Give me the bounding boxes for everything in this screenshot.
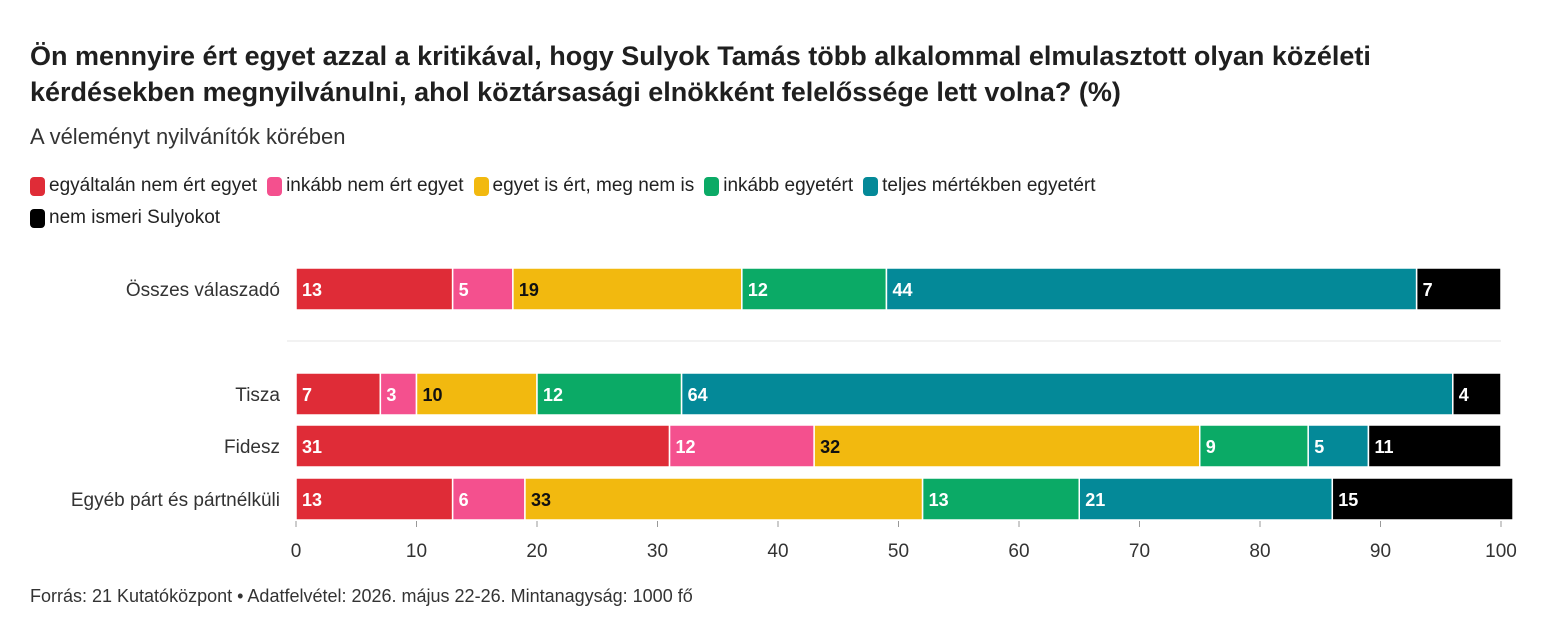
source-footer: Forrás: 21 Kutatóközpont • Adatfelvétel:… (30, 586, 693, 606)
data-label: 13 (302, 490, 322, 510)
legend-swatch (704, 176, 720, 196)
legend-label: egyet is ért, meg nem is (492, 175, 695, 196)
tick-label: 60 (1008, 541, 1029, 562)
row-label: Összes válaszadó (126, 280, 280, 301)
legend-label: teljes mértékben egyetért (882, 175, 1096, 196)
legend-label: egyáltalán nem ért egyet (49, 175, 258, 196)
bar-segment (1367, 424, 1502, 468)
legend-item: teljes mértékben egyetért (863, 174, 1096, 198)
data-label: 64 (688, 385, 708, 405)
tick-label: 0 (291, 541, 302, 562)
bar-segment (813, 424, 1201, 468)
bar-segment (512, 267, 743, 311)
data-label: 21 (1085, 490, 1105, 510)
row-label: Fidesz (224, 437, 280, 458)
bar-segment (1415, 267, 1502, 311)
data-label: 3 (386, 385, 396, 405)
data-label: 4 (1459, 385, 1469, 405)
bar-segment (379, 372, 418, 416)
tick-label: 40 (767, 541, 788, 562)
legend-swatch (267, 176, 283, 196)
data-label: 33 (531, 490, 551, 510)
tick-label: 20 (526, 541, 547, 562)
data-label: 13 (302, 280, 322, 300)
bar-segment (741, 267, 888, 311)
legend-label: inkább egyetért (723, 175, 854, 196)
tick-label: 90 (1370, 541, 1391, 562)
tick-label: 70 (1129, 541, 1150, 562)
tick-label: 10 (406, 541, 427, 562)
legend-label: inkább nem ért egyet (286, 175, 464, 196)
tick-label: 80 (1249, 541, 1270, 562)
data-label: 5 (1314, 437, 1324, 457)
data-label: 32 (820, 437, 840, 457)
legend-item: egyáltalán nem ért egyet (30, 174, 257, 198)
data-label: 13 (929, 490, 949, 510)
data-label: 12 (748, 280, 768, 300)
legend-swatch (30, 208, 45, 228)
legend-swatch (30, 176, 45, 196)
bar-segment (921, 477, 1080, 521)
bar-segment (415, 372, 538, 416)
data-label: 9 (1206, 437, 1216, 457)
chart-title: Ön mennyire ért egyet azzal a kritikával… (30, 41, 1371, 107)
data-label: 15 (1338, 490, 1358, 510)
bar-segment (1452, 372, 1502, 416)
bar-segment (536, 372, 683, 416)
legend-item: egyet is ért, meg nem is (473, 174, 695, 198)
legend-item: nem ismeri Sulyokot (30, 206, 220, 230)
data-label: 19 (519, 280, 539, 300)
bar-segment (1078, 477, 1334, 521)
chart-legend: egyáltalán nem ért egyet inkább nem ért e… (30, 174, 1430, 230)
legend-swatch (863, 176, 879, 196)
legend-swatch (473, 176, 489, 196)
row-label: Tisza (235, 385, 280, 406)
bar-segment (295, 424, 671, 468)
bar-segment (680, 372, 1454, 416)
bar-segment (885, 267, 1418, 311)
data-label: 5 (459, 280, 469, 300)
tick-label: 30 (647, 541, 668, 562)
data-label: 10 (423, 385, 443, 405)
data-label: 6 (459, 490, 469, 510)
legend-item: inkább egyetért (704, 174, 853, 198)
bar-segment (295, 477, 454, 521)
bar-segment (524, 477, 924, 521)
bar-segment (1331, 477, 1514, 521)
data-label: 31 (302, 437, 322, 457)
legend-item: inkább nem ért egyet (267, 174, 464, 198)
data-label: 11 (1374, 437, 1393, 457)
bar-segment (295, 372, 382, 416)
data-label: 7 (1423, 280, 1433, 300)
legend-label: nem ismeri Sulyokot (49, 207, 221, 228)
bar-segment (1199, 424, 1309, 468)
data-label: 44 (892, 280, 912, 300)
data-label: 7 (302, 385, 312, 405)
chart-subtitle: A véleményt nyilvánítók körében (30, 124, 346, 149)
row-label: Egyéb párt és pártnélküli (71, 490, 280, 511)
tick-label: 100 (1485, 541, 1517, 562)
data-label: 12 (543, 385, 563, 405)
tick-label: 50 (888, 541, 909, 562)
data-label: 12 (676, 437, 696, 457)
